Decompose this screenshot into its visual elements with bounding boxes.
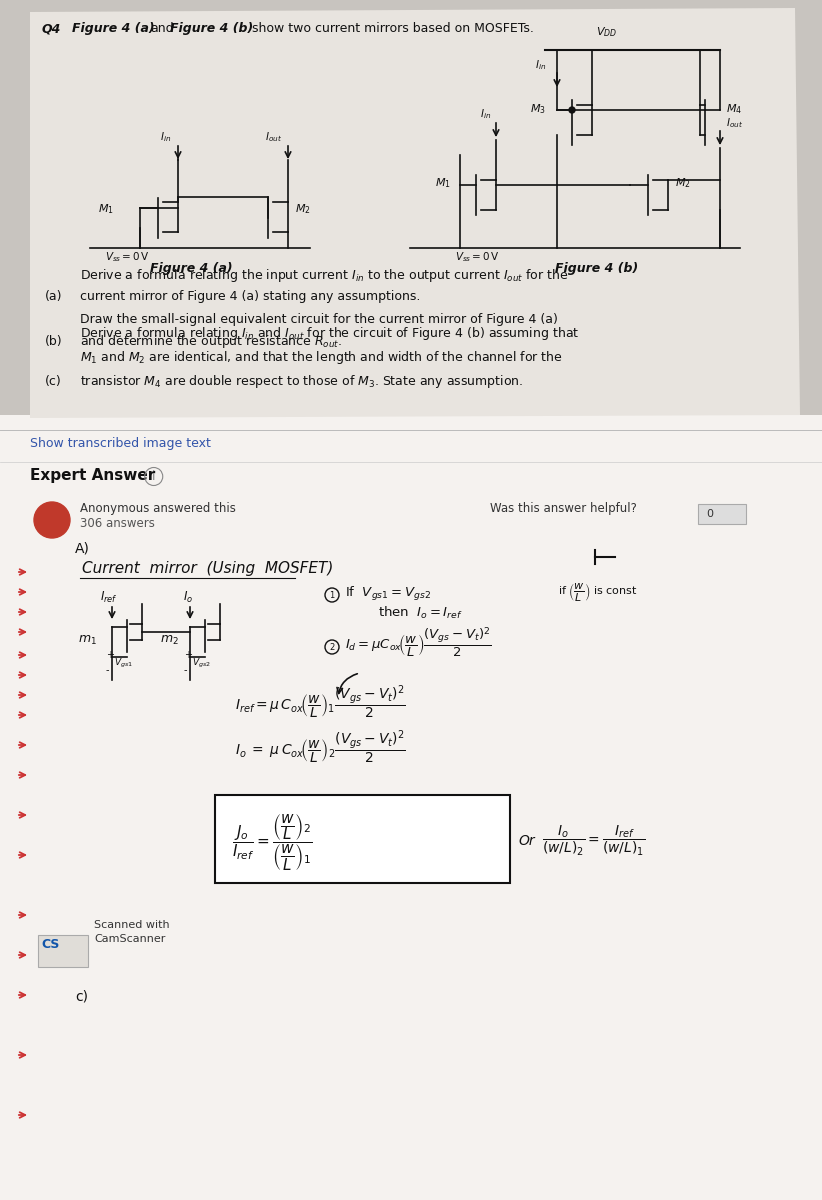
- Bar: [698, 504, 746, 524]
- Circle shape: [569, 107, 575, 113]
- Text: Scanned with
CamScanner: Scanned with CamScanner: [94, 920, 169, 944]
- Text: Or: Or: [518, 834, 534, 848]
- Text: $V_{gs1}$: $V_{gs1}$: [114, 656, 133, 670]
- Text: (c): (c): [45, 374, 62, 388]
- Text: Anonymous answered this: Anonymous answered this: [80, 502, 236, 515]
- Text: and: and: [150, 22, 173, 35]
- Text: $I_{ref}$: $I_{ref}$: [100, 590, 118, 605]
- Text: i: i: [152, 470, 155, 482]
- Polygon shape: [0, 415, 822, 1200]
- Text: 0: 0: [706, 509, 713, 518]
- Text: Derive a formula relating the input current $I_{in}$ to the output current $I_{o: Derive a formula relating the input curr…: [80, 266, 569, 302]
- Text: $m_1$: $m_1$: [78, 634, 97, 647]
- Text: Was this answer helpful?: Was this answer helpful?: [490, 502, 637, 515]
- Text: $I_o \;=\; \mu\,C_{ox}\!\left(\dfrac{w}{L}\right)_2 \dfrac{(V_{gs}-V_t)^2}{2}$: $I_o \;=\; \mu\,C_{ox}\!\left(\dfrac{w}{…: [235, 728, 406, 766]
- Text: if $\left(\dfrac{w}{L}\right)$ is const: if $\left(\dfrac{w}{L}\right)$ is const: [558, 581, 637, 602]
- Text: 1: 1: [329, 590, 335, 600]
- Text: then  $I_o = I_{ref}$: then $I_o = I_{ref}$: [378, 605, 463, 622]
- Text: $V_{gs2}$: $V_{gs2}$: [192, 656, 211, 670]
- Text: +: +: [106, 650, 114, 660]
- Text: -: -: [106, 665, 109, 674]
- Text: 2: 2: [329, 643, 335, 652]
- Text: $M_2$: $M_2$: [295, 202, 311, 216]
- Bar: [215, 794, 510, 883]
- Text: $I_{in}$: $I_{in}$: [535, 58, 546, 72]
- Text: $M_3$: $M_3$: [530, 102, 546, 115]
- Text: $V_{DD}$: $V_{DD}$: [596, 25, 617, 38]
- Text: $I_{in}$: $I_{in}$: [160, 130, 171, 144]
- Text: $V_{ss}=0\,\mathrm{V}$: $V_{ss}=0\,\mathrm{V}$: [455, 250, 500, 264]
- Text: $M_2$: $M_2$: [675, 176, 690, 190]
- Text: $V_{ss}=0\,\mathrm{V}$: $V_{ss}=0\,\mathrm{V}$: [105, 250, 150, 264]
- Text: $I_{out}$: $I_{out}$: [265, 130, 282, 144]
- Text: $I_{ref} = \mu\,C_{ox}\!\left(\dfrac{w}{L}\right)_1 \dfrac{(V_{gs}-V_t)^2}{2}$: $I_{ref} = \mu\,C_{ox}\!\left(\dfrac{w}{…: [235, 683, 406, 721]
- Circle shape: [34, 502, 70, 538]
- Text: $I_d = \mu C_{ox}\!\left(\dfrac{w}{L}\right)\dfrac{(V_{gs}-V_t)^2}{2}$: $I_d = \mu C_{ox}\!\left(\dfrac{w}{L}\ri…: [345, 625, 492, 659]
- Text: $\dfrac{J_o}{I_{ref}} = \dfrac{\left(\dfrac{w}{L}\right)_2}{\left(\dfrac{w}{L}\r: $\dfrac{J_o}{I_{ref}} = \dfrac{\left(\df…: [232, 812, 312, 872]
- Text: A): A): [75, 542, 90, 556]
- Text: Figure 4 (b): Figure 4 (b): [170, 22, 253, 35]
- Text: Draw the small-signal equivalent circuit for the current mirror of Figure 4 (a)
: Draw the small-signal equivalent circuit…: [80, 313, 558, 350]
- Text: +: +: [184, 650, 192, 660]
- Text: 306 answers: 306 answers: [80, 517, 155, 530]
- Text: (a): (a): [45, 290, 62, 302]
- Text: $M_1$: $M_1$: [435, 176, 450, 190]
- Text: Current  mirror  (Using  MOSFET): Current mirror (Using MOSFET): [82, 560, 334, 576]
- Polygon shape: [30, 8, 800, 418]
- Text: Figure 4 (a): Figure 4 (a): [72, 22, 155, 35]
- Text: show two current mirrors based on MOSFETs.: show two current mirrors based on MOSFET…: [252, 22, 533, 35]
- Bar: [38, 935, 88, 967]
- Text: Show transcribed image text: Show transcribed image text: [30, 437, 211, 450]
- Text: c): c): [75, 989, 88, 1003]
- Text: Figure 4 (a): Figure 4 (a): [150, 262, 233, 275]
- Text: Q4: Q4: [42, 22, 62, 35]
- Text: Expert Answer: Expert Answer: [30, 468, 155, 482]
- Text: -: -: [184, 665, 187, 674]
- Text: $I_{in}$: $I_{in}$: [480, 107, 492, 121]
- Text: $M_4$: $M_4$: [726, 102, 742, 115]
- Text: $m_2$: $m_2$: [160, 634, 179, 647]
- Text: $M_1$: $M_1$: [98, 202, 113, 216]
- Text: $I_o$: $I_o$: [183, 590, 193, 605]
- Text: (b): (b): [45, 335, 62, 348]
- Text: $\dfrac{I_o}{(w/L)_2} = \dfrac{I_{ref}}{(w/L)_1}$: $\dfrac{I_o}{(w/L)_2} = \dfrac{I_{ref}}{…: [542, 824, 645, 858]
- Text: If  $V_{gs1} = V_{gs2}$: If $V_{gs1} = V_{gs2}$: [345, 586, 431, 604]
- Text: CS: CS: [41, 938, 59, 950]
- Text: Derive a formula relating $I_{in}$ and $I_{out}$ for the circuit of Figure 4 (b): Derive a formula relating $I_{in}$ and $…: [80, 324, 580, 390]
- Text: $I_{out}$: $I_{out}$: [726, 116, 743, 130]
- Text: Figure 4 (b): Figure 4 (b): [555, 262, 638, 275]
